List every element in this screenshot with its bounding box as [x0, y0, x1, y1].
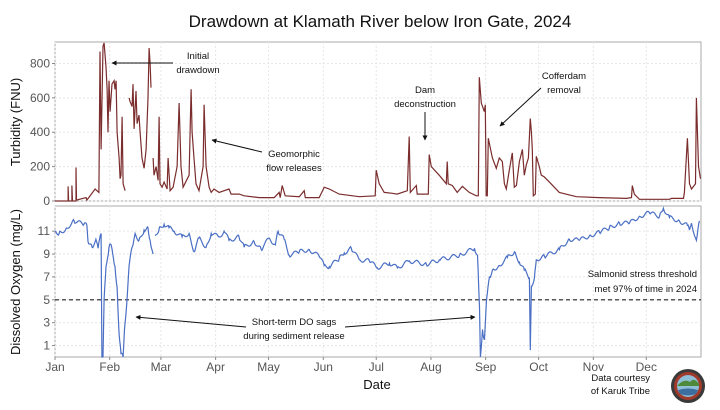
turbidity-panel: 0 200 400 600 800 Turbidity (FNU)	[8, 41, 702, 208]
svg-text:of Karuk Tribe: of Karuk Tribe	[591, 386, 650, 397]
karuk-tribe-logo	[671, 369, 705, 403]
y-tick-label: 400	[30, 125, 50, 139]
chart-title: Drawdown at Klamath River below Iron Gat…	[189, 12, 572, 31]
x-tick-label: Nov	[583, 360, 604, 374]
turbidity-series-line	[55, 42, 702, 202]
x-tick-label: Mar	[151, 360, 172, 374]
arrow-icon	[135, 314, 247, 328]
y-tick-label: 600	[30, 91, 50, 105]
y-tick-label: 7	[43, 270, 50, 284]
svg-text:Short-term DO sags: Short-term DO sags	[252, 317, 337, 328]
annotation-geomorphic: Geomorphic flow releases	[211, 138, 322, 174]
svg-text:Cofferdam: Cofferdam	[542, 71, 586, 82]
x-tick-label: Dec	[636, 360, 657, 374]
x-tick-label: Sep	[475, 360, 497, 374]
x-tick-label: Apr	[206, 360, 225, 374]
svg-text:met 97% of time in 2024: met 97% of time in 2024	[595, 284, 697, 295]
y-tick-label: 1	[43, 339, 50, 353]
svg-text:Initial: Initial	[187, 51, 209, 62]
x-tick-label: Jul	[369, 360, 384, 374]
do-series-line	[54, 206, 700, 358]
annotation-do-sags: Short-term DO sags during sediment relea…	[135, 311, 476, 343]
do-panel: 1 3 5 7 9 11 Jan Feb Mar Apr May Jun Jul Aug Sep Oct No…	[8, 205, 702, 392]
arrow-icon	[211, 138, 263, 153]
x-tick-label: Oct	[529, 360, 548, 374]
svg-text:during sediment release: during sediment release	[243, 331, 344, 342]
arrow-icon	[499, 87, 542, 127]
annotation-dam-deconstruction: Dam deconstruction	[394, 85, 456, 141]
y-tick-label: 0	[43, 194, 50, 208]
annotation-initial-drawdown: Initial drawdown	[111, 51, 220, 76]
svg-text:deconstruction: deconstruction	[394, 99, 456, 110]
x-tick-label: May	[257, 360, 280, 374]
annotation-threshold: Salmonid stress threshold met 97% of tim…	[588, 269, 697, 295]
svg-text:Data courtesy: Data courtesy	[591, 373, 650, 384]
svg-text:drawdown: drawdown	[176, 65, 219, 76]
x-tick-label: Aug	[420, 360, 441, 374]
x-tick-label: Feb	[99, 360, 120, 374]
svg-text:Salmonid stress threshold: Salmonid stress threshold	[588, 269, 697, 280]
y-tick-label: 3	[43, 316, 50, 330]
svg-text:removal: removal	[547, 85, 581, 96]
x-tick-label: Jan	[45, 360, 64, 374]
turbidity-y-label: Turbidity (FNU)	[8, 78, 23, 166]
y-tick-label: 5	[43, 293, 50, 307]
annotation-cofferdam: Cofferdam removal	[499, 71, 586, 127]
svg-text:Dam: Dam	[415, 85, 435, 96]
y-tick-label: 800	[30, 56, 50, 70]
y-tick-label: 11	[38, 224, 51, 238]
svg-text:flow releases: flow releases	[266, 163, 322, 174]
y-tick-label: 9	[43, 247, 50, 261]
data-credit: Data courtesy of Karuk Tribe	[591, 373, 650, 397]
y-tick-label: 200	[30, 160, 50, 174]
x-tick-label: Jun	[314, 360, 333, 374]
do-y-label: Dissolved Oxygen (mg/L)	[8, 209, 23, 355]
svg-text:Geomorphic: Geomorphic	[268, 149, 320, 160]
x-axis-label: Date	[363, 377, 390, 392]
arrow-icon	[344, 314, 476, 328]
